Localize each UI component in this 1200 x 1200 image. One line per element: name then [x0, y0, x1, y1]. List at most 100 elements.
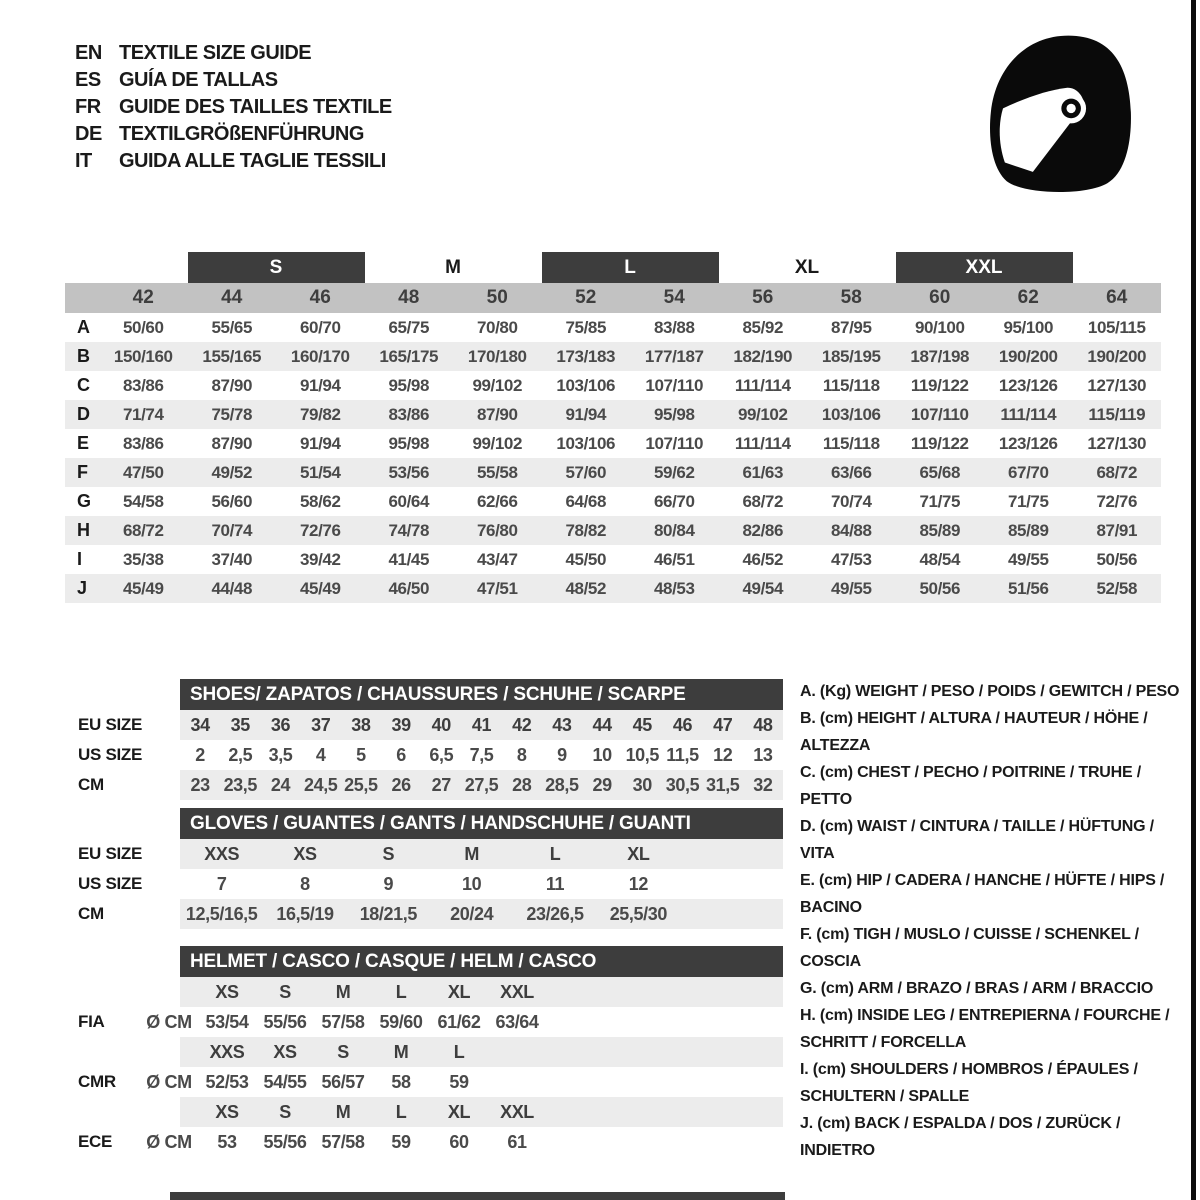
value-cell: 61/62	[437, 1011, 481, 1032]
size-header-cell	[140, 977, 198, 1007]
value-cell: 72/76	[1096, 491, 1138, 511]
value-cell: 53/56	[388, 462, 430, 482]
shoes-section-title: SHOES/ ZAPATOS / CHAUSSURES / SCHUHE / S…	[180, 679, 783, 710]
row-label: H	[77, 520, 90, 540]
language-row: EN TEXTILE SIZE GUIDE	[75, 40, 392, 67]
guide-title: GUÍA DE TALLAS	[119, 69, 278, 91]
helmet-fia-values-row-cells: Ø CM 53/54 55/56 57/58 59/60 61/62 63/64	[140, 1007, 546, 1037]
value-cell: 46/51	[653, 549, 695, 569]
size-header-cell: M	[335, 1101, 351, 1122]
value-cell: 65/75	[388, 317, 430, 337]
numeric-size-cell: 62	[1017, 287, 1039, 308]
value-cell: 30	[632, 774, 653, 795]
value-cell: 71/74	[122, 404, 164, 424]
row-label: G	[77, 491, 92, 511]
value-cell: 51/54	[299, 462, 341, 482]
row-label: C	[77, 375, 90, 395]
shoes-eu-row: 34 35 36 37 38 39 40 41 42 43 44 45 46 47 48	[180, 710, 783, 740]
racing-helmet-icon	[990, 35, 1131, 192]
legend-item: B. (cm) HEIGHT / ALTURA / HAUTEUR / HÖHE…	[800, 710, 1148, 754]
value-cell: 68/72	[742, 491, 784, 511]
size-header-cell: 43	[552, 714, 572, 735]
value-cell: 47/53	[830, 549, 872, 569]
value-cell: 48/52	[565, 578, 607, 598]
value-cell: 85/89	[919, 520, 961, 540]
value-cell: 115/119	[1088, 404, 1146, 424]
size-header-cell: XXL	[500, 981, 534, 1002]
shoes-cm-row: 23 23,5 24 24,5 25,5 26 27 27,5 28 28,5 29 30 30,5 31…	[180, 770, 783, 800]
language-title-list: EN TEXTILE SIZE GUIDE ES GUÍA DE TALLAS FR GU…	[75, 40, 392, 175]
measurement-row-g: G 54/58 56/60 58/62 60/64 62/66 64/68 66/70 68/7…	[65, 487, 1161, 516]
value-cell: 99/102	[472, 375, 523, 395]
value-cell: 78/82	[565, 520, 607, 540]
value-cell: 111/114	[734, 433, 791, 453]
value-cell: 127/130	[1087, 375, 1147, 395]
helmet-section-title: HELMET / CASCO / CASQUE / HELM / CASCO	[180, 946, 783, 977]
value-cell: 29	[592, 774, 612, 795]
size-header-cell: M	[464, 843, 479, 864]
value-cell: 170/180	[467, 346, 527, 366]
size-group-m: M	[445, 256, 461, 278]
numeric-size-cell: 58	[840, 287, 862, 308]
value-cell: 87/91	[1096, 520, 1138, 540]
row-label: I	[77, 549, 83, 569]
value-cell: 54/55	[263, 1071, 307, 1092]
value-cell: 65/68	[919, 462, 961, 482]
value-cell: 56/60	[211, 491, 253, 511]
value-cell: 50/60	[122, 317, 164, 337]
helmet-ece-label: ECE	[78, 1132, 113, 1151]
size-header-cell: 38	[351, 714, 371, 735]
shoes-us-size-label: US SIZE	[78, 745, 143, 764]
value-cell: 7,5	[469, 744, 494, 765]
value-cell: 55/65	[211, 317, 253, 337]
value-cell: 87/90	[476, 404, 518, 424]
value-cell: 70/74	[830, 491, 872, 511]
value-cell: 25,5/30	[609, 903, 668, 924]
language-code: ES	[75, 69, 101, 91]
value-cell: 85/89	[1007, 520, 1049, 540]
helmet-fia-values-row: Ø CM 53/54 55/56 57/58 59/60 61/62 63/64	[146, 1007, 783, 1037]
guide-title: TEXTILE SIZE GUIDE	[119, 42, 312, 64]
value-cell: 75/85	[565, 317, 607, 337]
textile-size-table-body: A 50/60 55/65 60/70 65/75 70/80 75/85 83/88 85/9…	[65, 313, 1161, 603]
shoes-us-row: 2 2,5 3,5 4 5 6 6,5 7,5 8 9 10 10,5 11,5 12 13	[180, 740, 783, 770]
size-header-cell: M	[335, 981, 351, 1002]
value-cell: 155/165	[202, 346, 262, 366]
gloves-eu-row: XXS XS S M L XL	[180, 839, 783, 869]
legend-item: H. (cm) INSIDE LEG / ENTREPIERNA / FOURC…	[800, 1007, 1170, 1051]
size-header-cell: 41	[471, 714, 492, 735]
legend-item: I. (cm) SHOULDERS / HOMBROS / ÉPAULES / …	[800, 1061, 1138, 1105]
value-cell: 59/60	[379, 1011, 423, 1032]
value-cell: 3,5	[268, 744, 293, 765]
value-cell: 37/40	[211, 549, 253, 569]
value-cell: 107/110	[645, 433, 704, 453]
guide-title: TEXTILGRÖßENFÜHRUNG	[119, 123, 364, 145]
helmet-cmr-values-row-cells: Ø CM 52/53 54/55 56/57 58 59	[140, 1067, 546, 1097]
gloves-us-row: 7 8 9 10 11 12	[180, 869, 783, 899]
size-group-l: L	[541, 252, 719, 283]
value-cell: Ø CM	[146, 1011, 192, 1032]
value-cell: 165/175	[379, 346, 439, 366]
size-header-cell: 46	[672, 714, 693, 735]
value-cell: 91/94	[565, 404, 607, 424]
helmet-ece-sizes-row-cells: XS S M L XL XXL	[140, 1097, 546, 1127]
value-cell: 49/52	[211, 462, 253, 482]
value-cell: Ø CM	[146, 1071, 192, 1092]
row-label: F	[77, 462, 88, 482]
size-group-xl: XL	[794, 256, 820, 278]
value-cell: 13	[753, 744, 773, 765]
value-cell: 49/54	[742, 578, 784, 598]
size-header-cell: 48	[753, 714, 773, 735]
value-cell: 95/98	[653, 404, 695, 424]
size-header-cell: XS	[273, 1041, 297, 1062]
numeric-size-cell: 54	[663, 287, 685, 308]
value-cell: 95/100	[1003, 317, 1054, 337]
value-cell: 8	[516, 744, 527, 765]
gloves-us-size-label: US SIZE	[78, 874, 143, 893]
value-cell: 55/56	[263, 1011, 307, 1032]
helmet-cmr-sizes-row-cells: XXS XS S M L	[140, 1037, 546, 1067]
size-header-cell: 40	[431, 714, 452, 735]
value-cell: 173/183	[556, 346, 616, 366]
helmet-fia-sizes-row: XS S M L XL XXL	[180, 977, 783, 1007]
size-header-cell	[140, 1097, 198, 1127]
